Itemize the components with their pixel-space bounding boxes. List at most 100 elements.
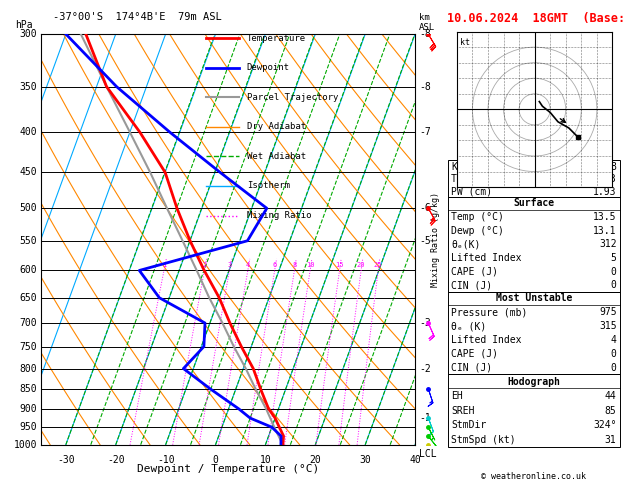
Text: 10: 10 bbox=[306, 262, 314, 268]
Text: -20: -20 bbox=[107, 455, 125, 465]
Text: CIN (J): CIN (J) bbox=[452, 363, 493, 372]
Text: 44: 44 bbox=[605, 391, 616, 401]
Bar bbox=[448, 197, 620, 292]
Text: 315: 315 bbox=[599, 321, 616, 331]
Text: K: K bbox=[452, 162, 457, 172]
Text: Lifted Index: Lifted Index bbox=[452, 335, 522, 345]
Text: 85: 85 bbox=[605, 405, 616, 416]
Text: 6: 6 bbox=[272, 262, 277, 268]
Text: 400: 400 bbox=[19, 127, 37, 137]
Text: 10.06.2024  18GMT  (Base: 12): 10.06.2024 18GMT (Base: 12) bbox=[447, 12, 629, 25]
Text: 950: 950 bbox=[19, 422, 37, 432]
Text: Dewpoint: Dewpoint bbox=[247, 63, 290, 72]
Text: 4: 4 bbox=[611, 335, 616, 345]
Text: Hodograph: Hodograph bbox=[508, 377, 560, 387]
Text: 10: 10 bbox=[260, 455, 271, 465]
Text: 13.1: 13.1 bbox=[593, 226, 616, 236]
Text: -5: -5 bbox=[419, 236, 431, 246]
Text: Surface: Surface bbox=[513, 198, 555, 208]
Text: 0: 0 bbox=[611, 349, 616, 359]
Text: -30: -30 bbox=[57, 455, 75, 465]
X-axis label: Dewpoint / Temperature (°C): Dewpoint / Temperature (°C) bbox=[137, 464, 319, 474]
Text: 20: 20 bbox=[309, 455, 321, 465]
Text: 550: 550 bbox=[19, 236, 37, 246]
Text: -1: -1 bbox=[419, 413, 431, 423]
Text: -10: -10 bbox=[157, 455, 174, 465]
Text: 13.5: 13.5 bbox=[593, 212, 616, 223]
Text: EH: EH bbox=[452, 391, 463, 401]
Text: 30: 30 bbox=[359, 455, 371, 465]
Text: 650: 650 bbox=[19, 293, 37, 303]
Text: © weatheronline.co.uk: © weatheronline.co.uk bbox=[481, 472, 586, 481]
Text: 750: 750 bbox=[19, 342, 37, 351]
Text: Temp (°C): Temp (°C) bbox=[452, 212, 504, 223]
Text: 5: 5 bbox=[611, 253, 616, 263]
Text: Isotherm: Isotherm bbox=[247, 181, 290, 191]
Text: 312: 312 bbox=[599, 240, 616, 249]
Text: 0: 0 bbox=[213, 455, 218, 465]
Text: 350: 350 bbox=[19, 82, 37, 91]
Text: -37°00'S  174°4B'E  79m ASL: -37°00'S 174°4B'E 79m ASL bbox=[53, 12, 222, 22]
Text: θₑ(K): θₑ(K) bbox=[452, 240, 481, 249]
Text: SREH: SREH bbox=[452, 405, 475, 416]
Text: 0: 0 bbox=[611, 363, 616, 372]
Text: 600: 600 bbox=[19, 265, 37, 276]
Text: CAPE (J): CAPE (J) bbox=[452, 266, 498, 277]
Text: 15: 15 bbox=[335, 262, 344, 268]
Text: 800: 800 bbox=[19, 364, 37, 374]
Text: 700: 700 bbox=[19, 318, 37, 328]
Text: 1: 1 bbox=[162, 262, 166, 268]
Text: Parcel Trajectory: Parcel Trajectory bbox=[247, 93, 338, 102]
Text: 975: 975 bbox=[599, 308, 616, 317]
Text: StmDir: StmDir bbox=[452, 420, 487, 430]
Text: CIN (J): CIN (J) bbox=[452, 280, 493, 290]
Text: 850: 850 bbox=[19, 384, 37, 394]
Text: θₑ (K): θₑ (K) bbox=[452, 321, 487, 331]
Text: LCL: LCL bbox=[419, 449, 437, 459]
Text: Temperature: Temperature bbox=[247, 34, 306, 43]
Text: Totals Totals: Totals Totals bbox=[452, 174, 528, 184]
Text: CAPE (J): CAPE (J) bbox=[452, 349, 498, 359]
Bar bbox=[448, 374, 620, 447]
Text: StmSpd (kt): StmSpd (kt) bbox=[452, 435, 516, 445]
Text: PW (cm): PW (cm) bbox=[452, 187, 493, 196]
Text: 8: 8 bbox=[292, 262, 296, 268]
Text: 1000: 1000 bbox=[14, 440, 37, 450]
Text: -7: -7 bbox=[419, 127, 431, 137]
Text: 1.93: 1.93 bbox=[593, 187, 616, 196]
Text: 324°: 324° bbox=[593, 420, 616, 430]
Text: 3: 3 bbox=[227, 262, 231, 268]
Text: 300: 300 bbox=[19, 29, 37, 39]
Text: Pressure (mb): Pressure (mb) bbox=[452, 308, 528, 317]
Text: hPa: hPa bbox=[14, 20, 32, 30]
Text: 500: 500 bbox=[19, 203, 37, 213]
Text: 0: 0 bbox=[611, 280, 616, 290]
Text: Mixing Ratio (g/kg): Mixing Ratio (g/kg) bbox=[431, 192, 440, 287]
Text: 0: 0 bbox=[611, 266, 616, 277]
Text: 31: 31 bbox=[605, 435, 616, 445]
Text: 2: 2 bbox=[203, 262, 206, 268]
Text: km
ASL: km ASL bbox=[419, 13, 435, 32]
Bar bbox=[448, 292, 620, 374]
Text: -8: -8 bbox=[419, 29, 431, 39]
Text: Wet Adiabat: Wet Adiabat bbox=[247, 152, 306, 161]
Text: 43: 43 bbox=[605, 174, 616, 184]
Text: Mixing Ratio: Mixing Ratio bbox=[247, 211, 311, 220]
Text: -2: -2 bbox=[419, 364, 431, 374]
Text: -3: -3 bbox=[419, 318, 431, 328]
Text: 40: 40 bbox=[409, 455, 421, 465]
Text: 900: 900 bbox=[19, 404, 37, 414]
Text: -8: -8 bbox=[419, 82, 431, 91]
Text: Dewp (°C): Dewp (°C) bbox=[452, 226, 504, 236]
Text: -6: -6 bbox=[419, 203, 431, 213]
Text: 25: 25 bbox=[374, 262, 382, 268]
Text: 450: 450 bbox=[19, 167, 37, 177]
Text: 8: 8 bbox=[611, 162, 616, 172]
Text: Most Unstable: Most Unstable bbox=[496, 294, 572, 303]
Text: kt: kt bbox=[460, 38, 470, 47]
Bar bbox=[448, 160, 620, 197]
Text: Lifted Index: Lifted Index bbox=[452, 253, 522, 263]
Text: Dry Adiabat: Dry Adiabat bbox=[247, 122, 306, 131]
Text: 4: 4 bbox=[246, 262, 250, 268]
Text: 20: 20 bbox=[357, 262, 365, 268]
